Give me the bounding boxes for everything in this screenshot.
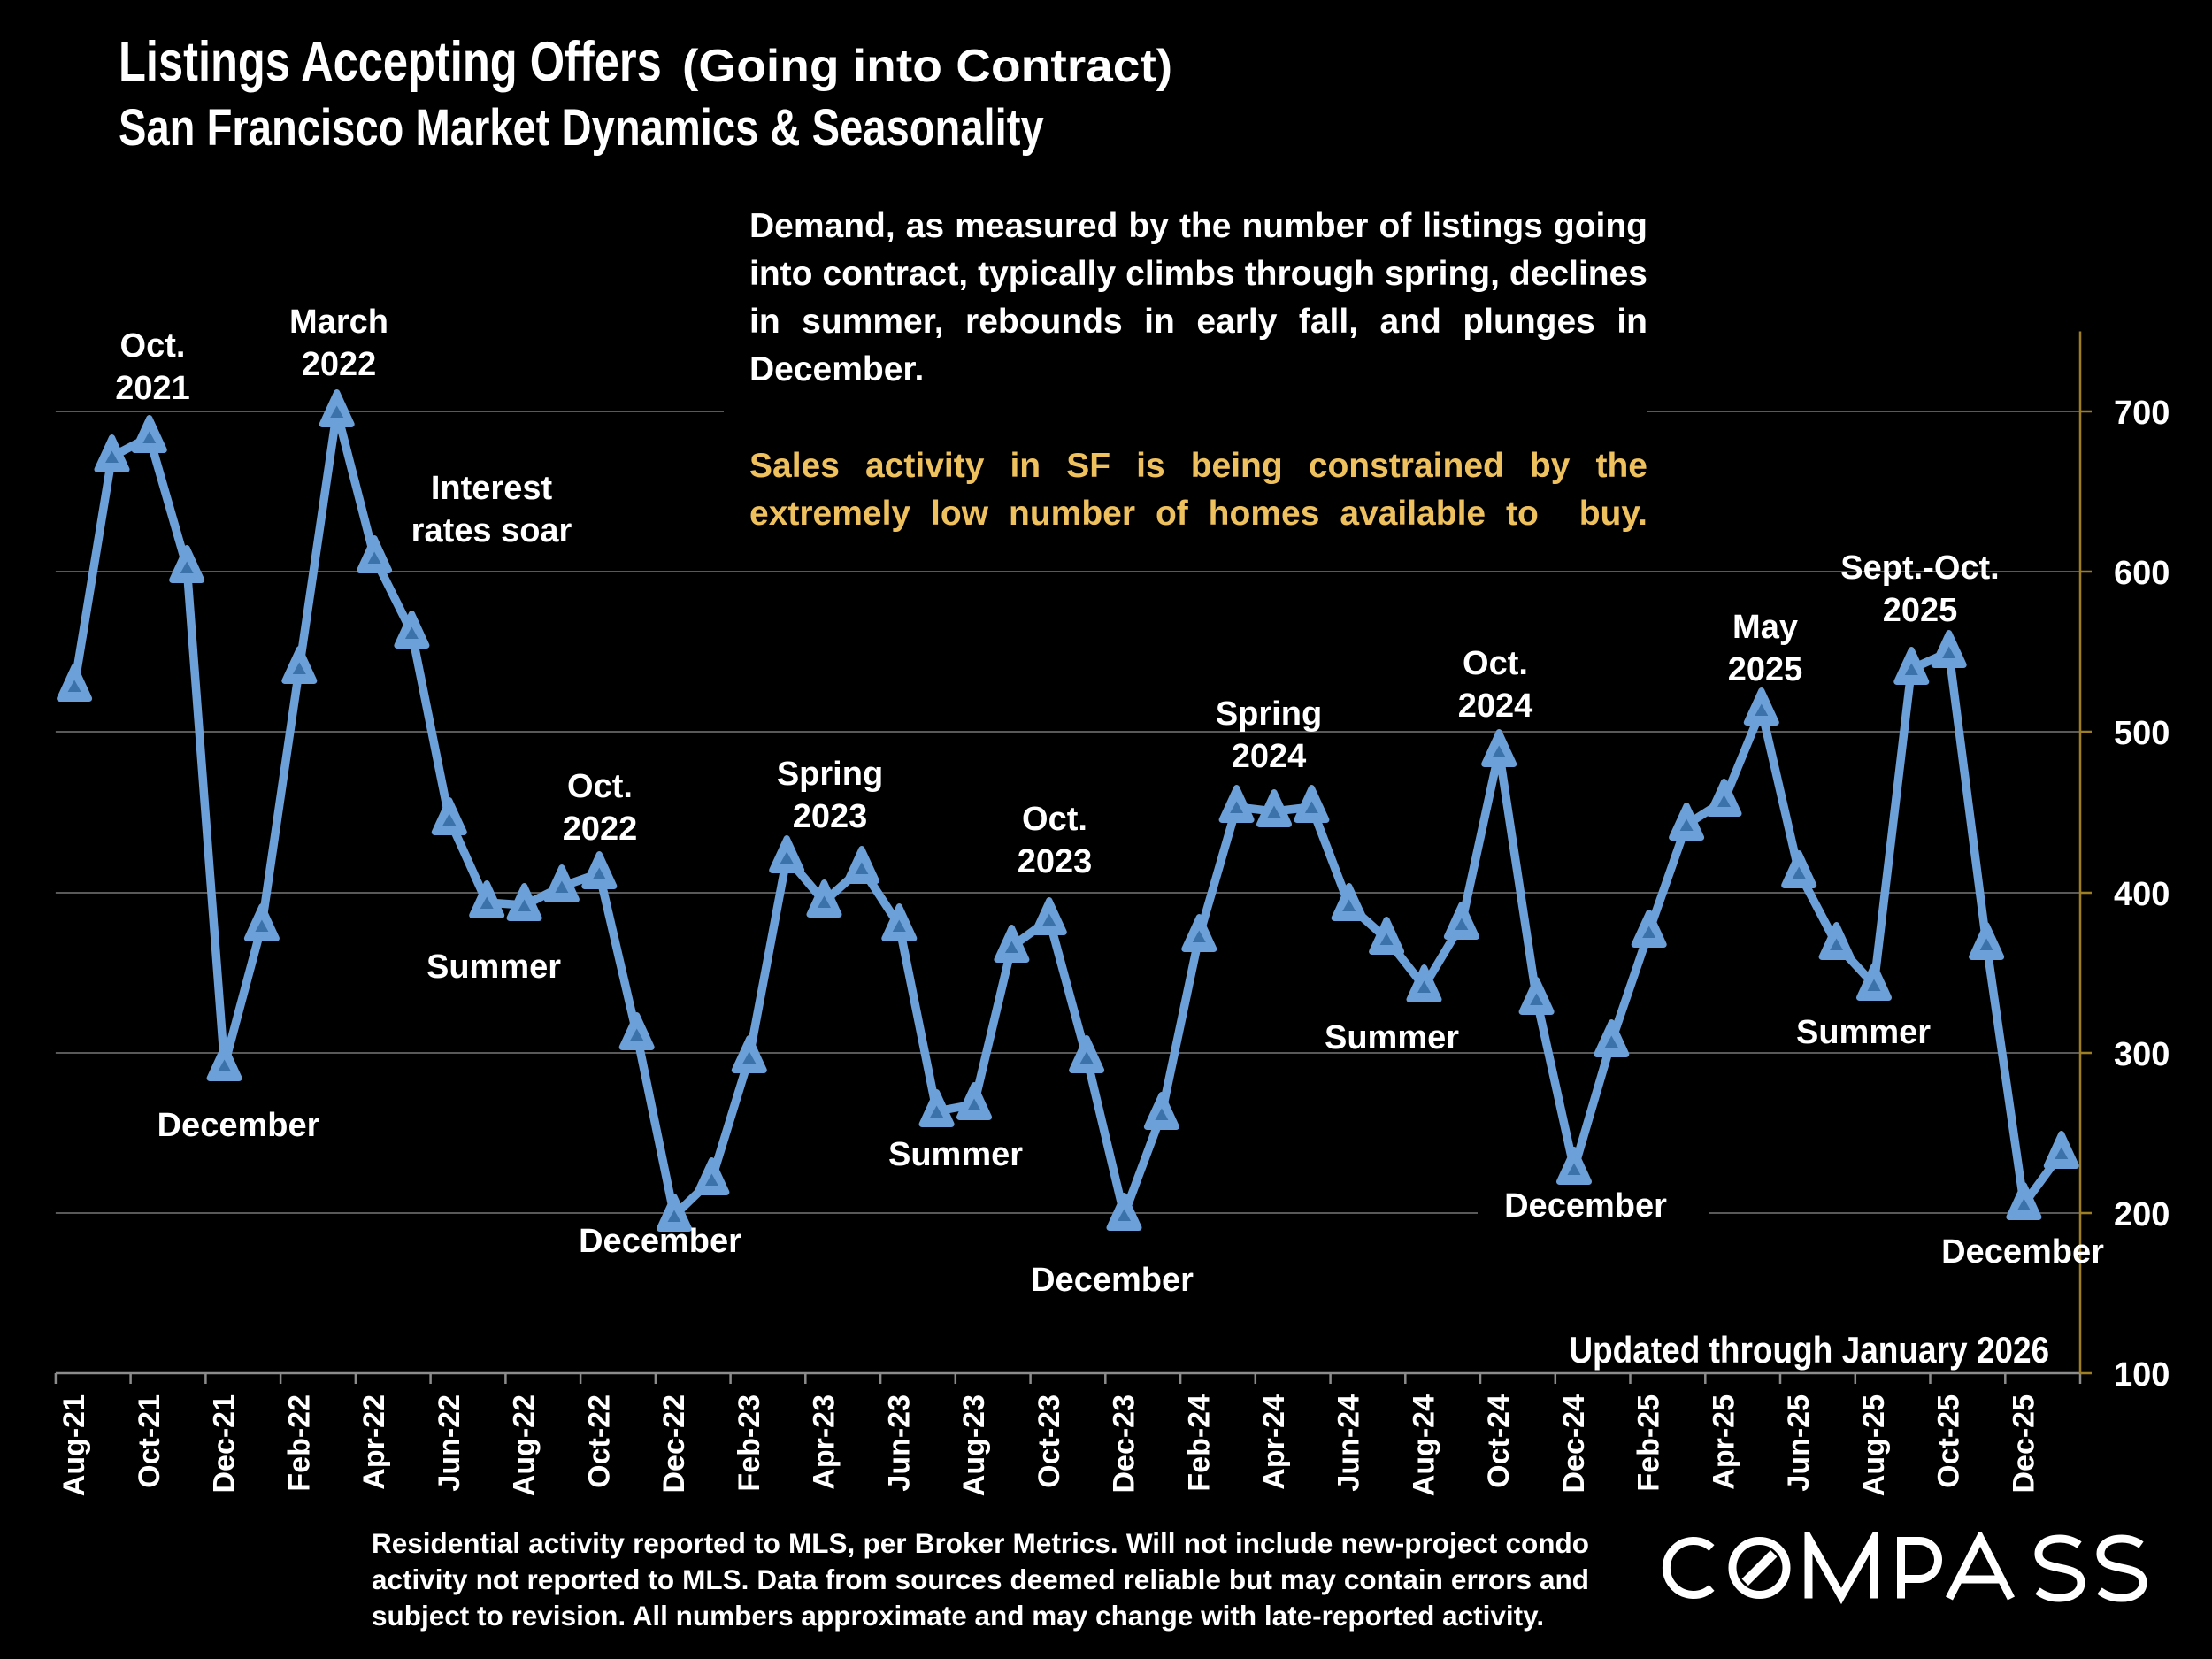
svg-text:Jun-23: Jun-23 bbox=[882, 1394, 916, 1492]
svg-text:200: 200 bbox=[2114, 1196, 2170, 1233]
svg-text:700: 700 bbox=[2114, 395, 2170, 432]
svg-text:300: 300 bbox=[2114, 1036, 2170, 1073]
svg-text:100: 100 bbox=[2114, 1356, 2170, 1394]
svg-text:Feb-25: Feb-25 bbox=[1632, 1394, 1666, 1492]
svg-text:400: 400 bbox=[2114, 876, 2170, 913]
svg-text:500: 500 bbox=[2114, 715, 2170, 752]
svg-text:Oct-23: Oct-23 bbox=[1033, 1394, 1066, 1488]
svg-text:Aug-22: Aug-22 bbox=[508, 1394, 541, 1496]
svg-text:Oct-25: Oct-25 bbox=[1932, 1394, 1966, 1488]
svg-text:Dec-23: Dec-23 bbox=[1108, 1394, 1141, 1494]
svg-text:Dec-22: Dec-22 bbox=[657, 1394, 691, 1494]
svg-text:Dec-25: Dec-25 bbox=[2007, 1394, 2040, 1494]
svg-text:Apr-25: Apr-25 bbox=[1708, 1394, 1741, 1490]
svg-text:Oct-21: Oct-21 bbox=[133, 1394, 166, 1488]
svg-text:Feb-24: Feb-24 bbox=[1182, 1394, 1216, 1492]
svg-text:Apr-22: Apr-22 bbox=[357, 1394, 391, 1490]
svg-text:Feb-23: Feb-23 bbox=[733, 1394, 766, 1492]
svg-text:Jun-24: Jun-24 bbox=[1333, 1394, 1366, 1492]
svg-text:Apr-24: Apr-24 bbox=[1257, 1394, 1291, 1490]
svg-text:Dec-21: Dec-21 bbox=[208, 1394, 242, 1494]
svg-text:Feb-22: Feb-22 bbox=[282, 1394, 316, 1492]
svg-text:Apr-23: Apr-23 bbox=[808, 1394, 841, 1490]
svg-text:Jun-22: Jun-22 bbox=[433, 1394, 466, 1492]
svg-text:Oct-22: Oct-22 bbox=[582, 1394, 616, 1488]
svg-text:Aug-21: Aug-21 bbox=[58, 1394, 91, 1496]
svg-text:600: 600 bbox=[2114, 555, 2170, 592]
svg-text:Oct-24: Oct-24 bbox=[1482, 1394, 1516, 1488]
svg-text:Aug-25: Aug-25 bbox=[1857, 1394, 1891, 1496]
svg-text:Dec-24: Dec-24 bbox=[1557, 1394, 1591, 1494]
svg-text:Jun-25: Jun-25 bbox=[1782, 1394, 1816, 1492]
svg-text:Aug-23: Aug-23 bbox=[957, 1394, 991, 1496]
svg-text:Aug-24: Aug-24 bbox=[1408, 1394, 1441, 1496]
